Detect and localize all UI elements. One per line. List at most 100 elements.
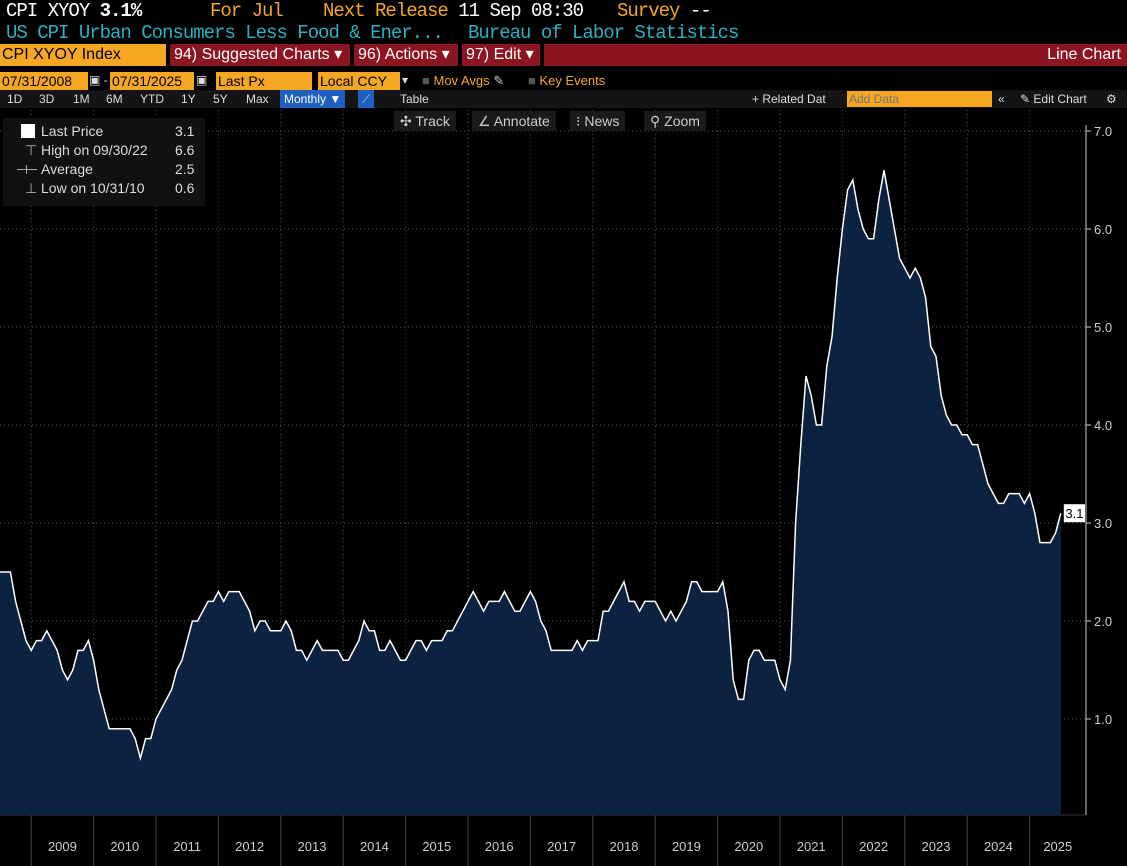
track-button[interactable]: ✣ Track [394,111,456,131]
actions-label: 96) Actions [358,46,438,63]
y-tick-label: 2.0 [1094,614,1112,629]
x-tick-label: 2024 [984,839,1013,854]
magnifier-icon: ⚲ [650,113,661,129]
survey-value: -- [689,0,712,22]
period-3d[interactable]: 3D [39,92,55,106]
x-tick-label: 2017 [547,839,576,854]
x-tick-label: 2022 [859,839,888,854]
legend-last: Last Price [41,123,103,139]
last-price-tag-label: 3.1 [1065,506,1083,521]
annotate-button[interactable]: ∠ Annotate [472,111,556,131]
x-tick-label: 2010 [110,839,139,854]
survey: Survey -- [617,0,712,22]
suggested-charts-button[interactable]: 94) Suggested Charts ▾ [170,44,350,66]
x-tick-label: 2023 [922,839,951,854]
end-date-input[interactable]: 07/31/2025 [110,72,194,90]
high-icon: ⊤ [25,142,38,158]
edit-chart-button[interactable]: ✎ Edit Chart [1020,92,1087,106]
y-tick-label: 5.0 [1094,320,1112,335]
zoom-button[interactable]: ⚲ Zoom [644,111,706,131]
source: Bureau of Labor Statistics [468,22,739,44]
crosshair-icon: ✣ [400,113,412,129]
average-icon-tick [26,165,27,174]
high-label: High on 09/30/22 [41,142,148,158]
last-price-tag [1063,504,1085,523]
average-icon [17,169,37,170]
ticker-value: 3.1% [99,0,143,22]
period-5y[interactable]: 5Y [213,92,228,106]
period-1d[interactable]: 1D [7,92,23,106]
track-label: Track [415,113,450,129]
related-data-button[interactable]: + Related Dat [752,92,826,106]
y-tick-label: 7.0 [1094,124,1112,139]
ticker: CPI XYOY 3.1% [6,0,143,22]
gear-icon[interactable]: ⚙ [1106,92,1117,106]
security-name: US CPI Urban Consumers Less Food & Ener.… [6,22,444,44]
x-tick-label: 2009 [48,839,77,854]
x-tick-label: 2018 [610,839,639,854]
low-icon: ⊥ [25,180,38,196]
x-tick-label: 2016 [485,839,514,854]
x-tick-label: 2015 [422,839,451,854]
period-6m[interactable]: 6M [106,92,123,106]
add-data-input[interactable] [847,91,992,107]
period-1m[interactable]: 1M [73,92,90,106]
period-1y[interactable]: 1Y [181,92,196,106]
period-ytd[interactable]: YTD [140,92,164,106]
ticker-name: CPI XYOY [6,0,90,22]
y-tick-label: 1.0 [1094,712,1112,727]
x-tick-label: 2020 [734,839,763,854]
x-tick-label: 2021 [797,839,826,854]
y-tick-label: 3.0 [1094,516,1112,531]
field-select[interactable]: Last Px [216,72,312,90]
last-price-swatch [21,124,35,138]
y-tick-label: 4.0 [1094,418,1112,433]
dropdown-icon[interactable]: ▾ [402,73,409,87]
edit-chart-label: Edit Chart [1033,92,1087,106]
chart-type[interactable]: Line Chart [544,44,1127,66]
annotate-label: Annotate [493,113,550,129]
legend[interactable]: Last Price 3.1 ⊤ High on 09/30/22 6.6 Aver… [3,118,205,206]
series-line [0,170,1062,762]
x-tick-label: 2019 [672,839,701,854]
news-icon: ⁝ [576,113,581,129]
currency-select[interactable]: Local CCY [318,72,400,90]
x-tick-label: 2013 [298,839,327,854]
mov-avgs-toggle[interactable]: ■ Mov Avgs ✎ [422,73,505,88]
survey-label: Survey [617,0,680,22]
news-label: News [584,113,620,129]
key-events-label: Key Events [539,73,606,88]
annotate-icon: ∠ [478,113,491,129]
x-tick-label: 2011 [173,839,201,854]
period-max[interactable]: Max [246,92,269,106]
table-button[interactable]: Table [400,92,429,106]
collapse-icon[interactable]: « [998,92,1005,106]
low-label: Low on 10/31/10 [41,180,145,196]
high-value: 6.6 [175,142,195,158]
last-value: 3.1 [175,123,195,139]
actions-button[interactable]: 96) Actions ▾ [354,44,458,66]
start-date-input[interactable]: 07/31/2008 [0,72,88,90]
edit-button[interactable]: 97) Edit ▾ [462,44,540,66]
period: For Jul [210,0,284,22]
mov-avgs-label: Mov Avgs [433,73,490,88]
key-events-toggle[interactable]: ■ Key Events [528,73,606,88]
chart-style-icon[interactable]: ⟋ [358,90,375,108]
suggested-label: 94) Suggested Charts [174,46,330,63]
area-fill [0,170,1061,815]
next-release-value: 11 Sep 08:30 [458,0,584,22]
security-field[interactable]: CPI XYOY Index [0,44,166,66]
x-tick-label: 2014 [360,839,389,854]
x-tick-label: 2012 [235,839,264,854]
next-release-label: Next Release [323,0,449,22]
zoom-label: Zoom [664,113,700,129]
frequency-select[interactable]: Monthly ▼ [280,90,346,108]
calendar-icon[interactable]: ▣ - [89,73,108,87]
last-label: Last Price [41,123,104,139]
pencil-icon[interactable]: ✎ [493,73,505,88]
edit-label: 97) Edit [466,46,522,63]
calendar-icon[interactable]: ▣ [196,73,208,87]
news-button[interactable]: ⁝ News [570,111,626,131]
avg-value: 2.5 [175,161,195,177]
